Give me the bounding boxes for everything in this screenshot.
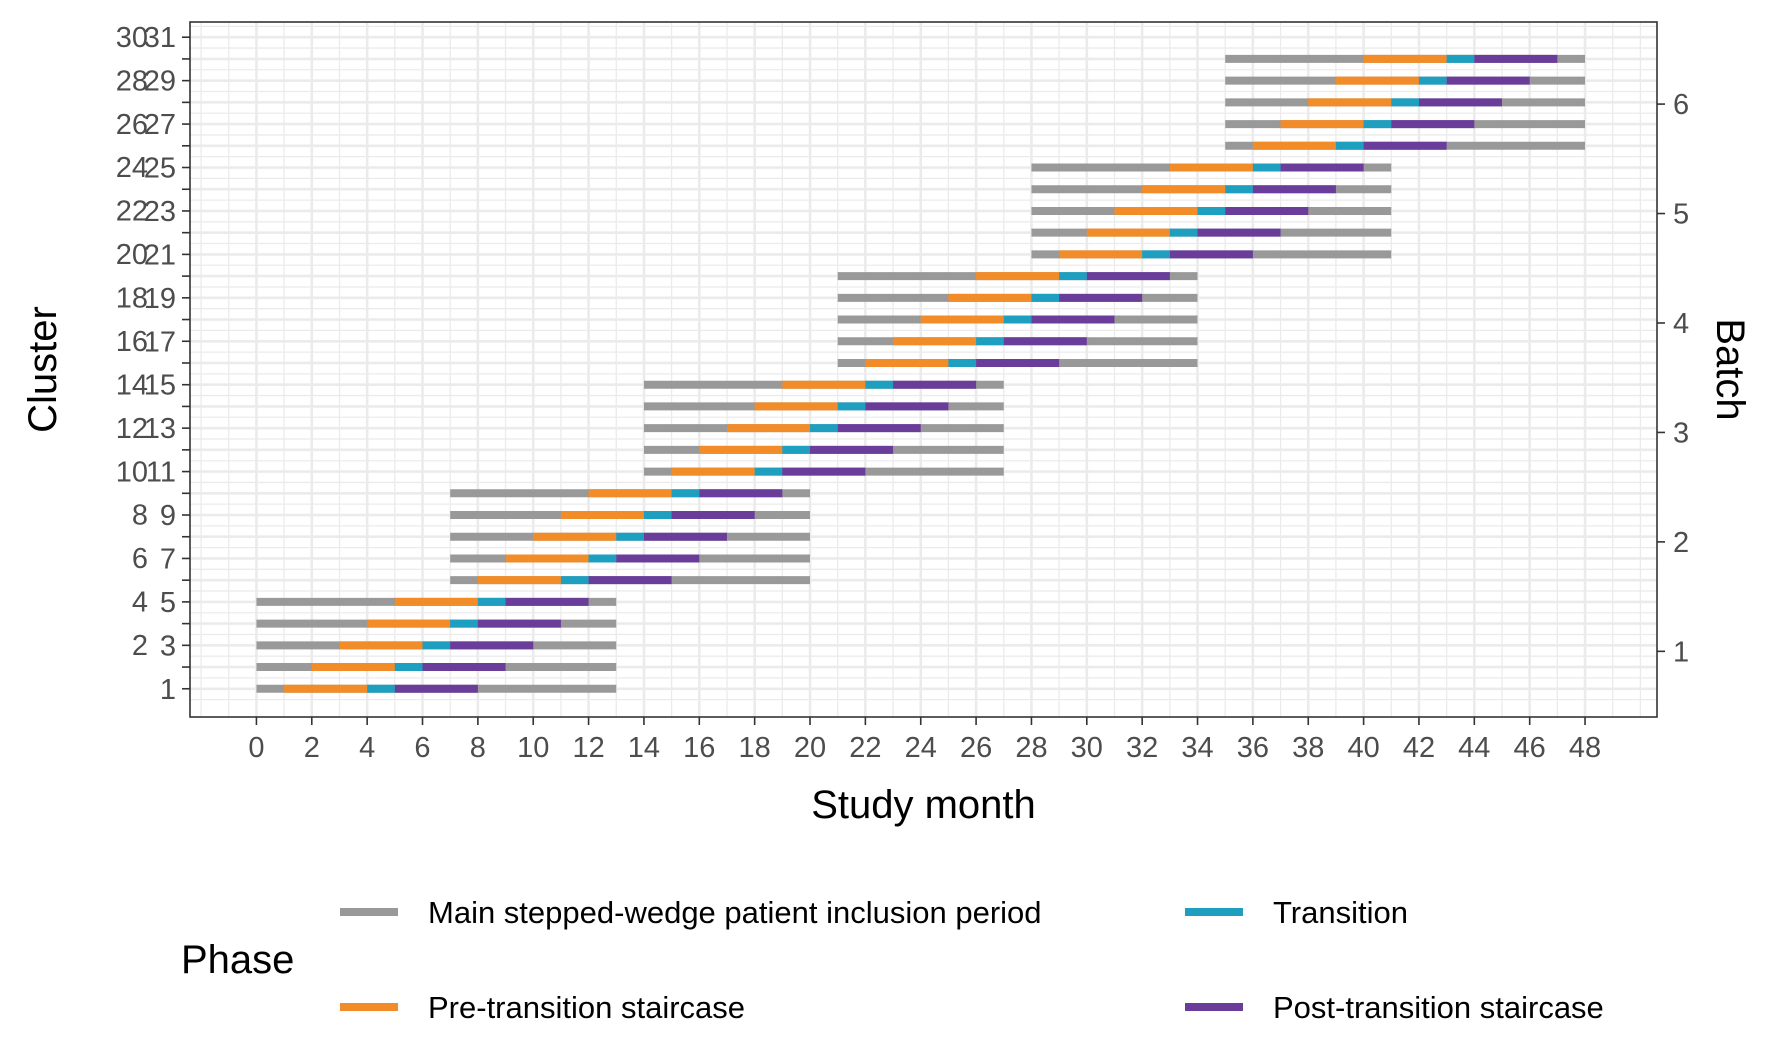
x-tick-label: 32 bbox=[1126, 732, 1158, 764]
x-tick-label: 16 bbox=[683, 732, 715, 764]
y-tick-label: 27 bbox=[144, 109, 176, 141]
x-tick-label: 48 bbox=[1569, 732, 1601, 764]
y-tick-label: 18 bbox=[116, 283, 148, 315]
legend-entry-pre: Pre-transition staircase bbox=[340, 990, 745, 1025]
x-tick-label: 2 bbox=[304, 732, 320, 764]
x-tick-label: 30 bbox=[1071, 732, 1103, 764]
y-tick-label: 7 bbox=[160, 543, 176, 575]
y-tick-label: 14 bbox=[116, 369, 148, 401]
y2-tick-label: 6 bbox=[1673, 89, 1689, 121]
x-tick-label: 6 bbox=[414, 732, 430, 764]
y-tick-label: 25 bbox=[144, 153, 176, 185]
y-tick-label: 9 bbox=[160, 500, 176, 532]
legend-label-transition: Transition bbox=[1273, 895, 1408, 930]
y-axis-title: Cluster bbox=[21, 306, 65, 433]
x-tick-label: 46 bbox=[1514, 732, 1546, 764]
x-tick-label: 12 bbox=[572, 732, 604, 764]
y2-tick-label: 4 bbox=[1673, 308, 1689, 340]
y-tick-label: 30 bbox=[116, 22, 148, 54]
x-tick-label: 14 bbox=[628, 732, 660, 764]
x-tick-label: 26 bbox=[960, 732, 992, 764]
y-tick-label: 29 bbox=[144, 66, 176, 98]
x-axis: 0 2 4 6 8 10 12 14 16 18 20 22 24 26 28 30 32 34 36 38 40 42 4… bbox=[248, 717, 1601, 764]
y-tick-label: 10 bbox=[116, 456, 148, 488]
y-tick-label: 15 bbox=[144, 370, 176, 402]
y-tick-label: 8 bbox=[132, 500, 148, 532]
panel-border bbox=[189, 21, 1658, 718]
legend-entry-main: Main stepped-wedge patient inclusion per… bbox=[340, 895, 1042, 930]
y-tick-label: 31 bbox=[144, 22, 176, 54]
legend-label-post: Post-transition staircase bbox=[1273, 990, 1604, 1025]
y-tick-label: 5 bbox=[160, 587, 176, 619]
y-tick-label: 12 bbox=[116, 413, 148, 445]
y-tick-label: 4 bbox=[132, 587, 148, 619]
x-tick-label: 28 bbox=[1015, 732, 1047, 764]
y2-tick-label: 5 bbox=[1673, 199, 1689, 231]
y-tick-label: 2 bbox=[132, 630, 148, 662]
y-tick-label: 16 bbox=[116, 326, 148, 358]
y-tick-label: 11 bbox=[146, 457, 176, 489]
y-tick-label: 28 bbox=[116, 65, 148, 97]
y-tick-label: 13 bbox=[144, 413, 176, 445]
y-tick-label: 21 bbox=[144, 239, 176, 271]
y-tick-label: 23 bbox=[144, 196, 176, 228]
x-tick-label: 22 bbox=[849, 732, 881, 764]
y-tick-label: 26 bbox=[116, 109, 148, 141]
x-tick-label: 40 bbox=[1347, 732, 1379, 764]
y-tick-label: 3 bbox=[160, 630, 176, 662]
legend-entry-transition: Transition bbox=[1185, 895, 1408, 930]
x-tick-label: 42 bbox=[1403, 732, 1435, 764]
x-tick-label: 24 bbox=[905, 732, 937, 764]
legend-label-pre: Pre-transition staircase bbox=[428, 990, 745, 1025]
y2-tick-label: 1 bbox=[1673, 636, 1689, 668]
legend-title: Phase bbox=[181, 938, 294, 982]
legend-label-main: Main stepped-wedge patient inclusion per… bbox=[428, 895, 1042, 930]
y-tick-label: 22 bbox=[116, 196, 148, 228]
grid-layer bbox=[190, 22, 1657, 717]
y-axis-left: 12 34 56 78 91011121314151617181920212223242… bbox=[116, 22, 190, 706]
x-tick-label: 4 bbox=[359, 732, 375, 764]
bars-layer bbox=[256, 54, 1586, 693]
x-tick-label: 0 bbox=[248, 732, 264, 764]
x-tick-label: 36 bbox=[1237, 732, 1269, 764]
y2-tick-label: 2 bbox=[1673, 527, 1689, 559]
y-tick-label: 17 bbox=[144, 326, 176, 358]
y-tick-label: 6 bbox=[132, 543, 148, 575]
y-tick-label: 1 bbox=[160, 674, 176, 706]
x-tick-label: 20 bbox=[794, 732, 826, 764]
x-tick-label: 34 bbox=[1181, 732, 1213, 764]
legend: Phase Main stepped-wedge patient inclusi… bbox=[181, 895, 1604, 1025]
x-tick-label: 18 bbox=[739, 732, 771, 764]
y2-tick-label: 3 bbox=[1673, 417, 1689, 449]
legend-entry-post: Post-transition staircase bbox=[1185, 990, 1604, 1025]
y2-axis-title: Batch bbox=[1708, 318, 1752, 420]
y-tick-label: 19 bbox=[144, 283, 176, 315]
x-tick-label: 38 bbox=[1292, 732, 1324, 764]
y-tick-label: 20 bbox=[116, 239, 148, 271]
x-tick-label: 44 bbox=[1458, 732, 1490, 764]
x-tick-label: 10 bbox=[517, 732, 549, 764]
x-tick-label: 8 bbox=[470, 732, 486, 764]
x-axis-title: Study month bbox=[811, 783, 1036, 827]
y-axis-right: 1 2 3 4 5 6 bbox=[1657, 89, 1689, 668]
y-tick-label: 24 bbox=[116, 152, 148, 184]
